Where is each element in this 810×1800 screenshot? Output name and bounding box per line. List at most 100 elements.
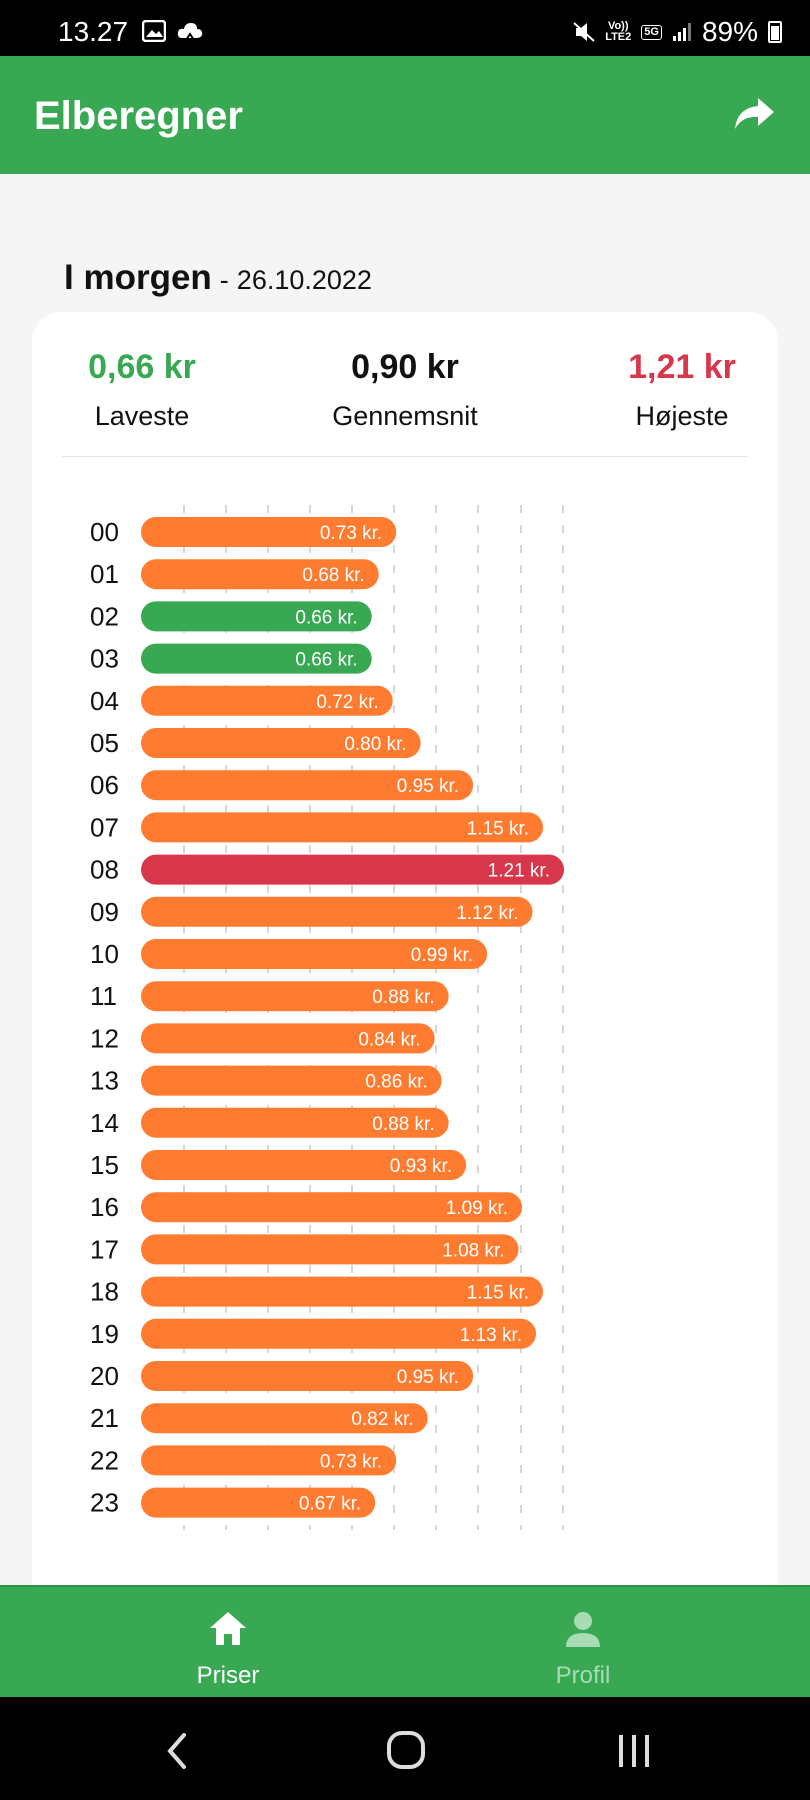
hour-label: 03 [90,644,119,674]
bar-value-label: 0.93 kr. [390,1156,452,1177]
hour-label: 18 [90,1277,119,1307]
hour-label: 05 [90,728,119,758]
app-bar: Elberegner [0,56,810,174]
hour-label: 09 [90,897,119,927]
stat-lowest-value: 0,66 kr [88,348,196,386]
hour-label: 14 [90,1108,119,1138]
price-bar [141,559,379,590]
battery-percent: 89% [701,16,758,47]
bar-value-label: 1.15 kr. [467,1283,529,1304]
stat-highest-label: Højeste [635,401,729,431]
bar-value-label: 0.67 kr. [299,1494,361,1515]
hour-label: 01 [90,559,119,589]
bar-value-label: 0.73 kr. [320,523,382,544]
stat-highest-value: 1,21 kr [628,348,736,386]
system-nav [0,1697,810,1800]
bar-value-label: 1.12 kr. [456,903,518,924]
price-bar [141,601,372,632]
app-title: Elberegner [34,94,243,138]
hour-label: 20 [90,1361,119,1391]
recents-icon[interactable] [614,1731,654,1771]
price-bar [141,728,421,758]
bar-value-label: 0.82 kr. [351,1409,413,1430]
hour-label: 00 [90,517,119,547]
back-icon[interactable] [164,1731,190,1771]
price-bar [141,854,564,885]
price-bar [141,939,488,969]
home-circle-icon[interactable] [385,1729,427,1771]
price-bar [141,1192,523,1223]
home-icon [210,1612,246,1645]
stat-average-label: Gennemsnit [332,401,478,431]
price-bar [141,517,397,547]
price-bar [141,1023,435,1054]
hour-label: 11 [90,981,117,1011]
stats-row: 0,66 kr Laveste 0,90 kr Gennemsnit 1,21 … [32,312,778,457]
nav-item-priser[interactable]: Priser [158,1609,298,1690]
hour-label: 06 [90,770,119,800]
price-bar [141,981,449,1012]
hour-label: 10 [90,939,119,969]
price-bar [141,1234,519,1265]
hour-label: 21 [90,1403,119,1433]
stat-average: 0,90 kr Gennemsnit [305,348,505,432]
hour-label: 16 [90,1192,119,1222]
hour-label: 02 [90,601,119,631]
volte-icon: Vo)) LTE2 [605,20,632,43]
hour-label: 07 [90,812,119,842]
hour-label: 13 [90,1066,119,1096]
price-bar [141,1150,467,1180]
bar-value-label: 0.95 kr. [397,776,459,797]
hour-label: 17 [90,1234,119,1264]
nav-label-priser: Priser [196,1662,260,1689]
price-bar [141,1276,544,1307]
bar-value-label: 1.21 kr. [488,861,550,882]
price-bar [141,643,372,674]
share-icon[interactable] [732,94,776,134]
bar-value-label: 0.80 kr. [344,734,406,755]
price-bar [141,1445,397,1476]
bar-value-label: 1.09 kr. [446,1198,508,1219]
price-bar [141,1487,376,1518]
nav-item-profil[interactable]: Profil [513,1609,653,1690]
bar-value-label: 0.88 kr. [372,1114,434,1135]
mute-icon [573,22,595,42]
status-bar: 13.27 Vo)) LTE2 5G 89% [0,0,810,56]
bar-value-label: 0.73 kr. [320,1451,382,1472]
bar-value-label: 1.15 kr. [467,818,529,839]
bottom-nav: Priser Profil [0,1585,810,1697]
cloud-icon [177,23,203,41]
bar-value-label: 0.86 kr. [365,1072,427,1093]
stat-lowest: 0,66 kr Laveste [62,348,222,432]
stat-average-value: 0,90 kr [351,348,459,386]
price-bar [141,812,544,843]
price-bar [141,1065,442,1096]
stats-divider [62,456,748,457]
day-date: 26.10.2022 [236,265,372,295]
hour-label: 08 [90,855,119,885]
day-header: I morgen - 26.10.2022 [64,258,372,298]
hour-label: 23 [90,1488,119,1518]
hour-label: 22 [90,1445,119,1475]
bar-value-label: 1.13 kr. [460,1325,522,1346]
bar-value-label: 0.99 kr. [411,945,473,966]
stat-highest: 1,21 kr Højeste [602,348,762,432]
person-icon [566,1612,600,1647]
hour-label: 04 [90,686,119,716]
hour-label: 12 [90,1023,119,1053]
gallery-icon [142,20,166,42]
bar-value-label: 0.66 kr. [295,607,357,628]
bar-value-label: 0.95 kr. [397,1367,459,1388]
day-label: I morgen [64,258,212,297]
bar-value-label: 0.66 kr. [295,650,357,671]
bar-value-label: 1.08 kr. [442,1240,504,1261]
status-time: 13.27 [58,16,129,47]
day-separator: - [219,265,229,295]
signal-icon [672,23,691,41]
stat-lowest-label: Laveste [94,401,190,431]
bar-value-label: 0.72 kr. [316,692,378,713]
price-bar [141,896,533,927]
price-bar [141,770,474,801]
price-bar [141,1318,537,1349]
